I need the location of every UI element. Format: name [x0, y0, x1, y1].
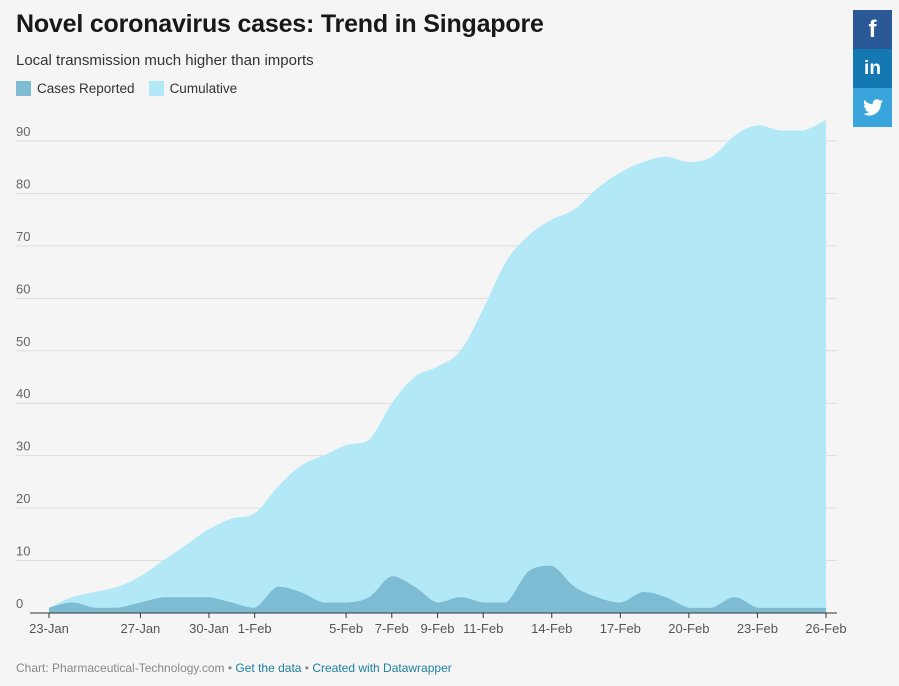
- footer-source: Chart: Pharmaceutical-Technology.com: [16, 661, 225, 675]
- x-tick-label: 27-Jan: [121, 621, 161, 636]
- x-tick-label: 9-Feb: [421, 621, 455, 636]
- chart-legend: Cases Reported Cumulative: [16, 81, 251, 96]
- x-tick-label: 14-Feb: [531, 621, 572, 636]
- get-the-data-link[interactable]: Get the data: [235, 661, 302, 675]
- x-tick-label: 23-Jan: [29, 621, 69, 636]
- y-tick-label: 50: [16, 334, 30, 349]
- twitter-share-button[interactable]: [853, 88, 892, 127]
- x-tick-label: 17-Feb: [600, 621, 641, 636]
- twitter-icon: [862, 99, 883, 116]
- legend-swatch-cases-reported: [16, 81, 31, 96]
- area-series-cumulative: [49, 120, 826, 614]
- area-series-cases-reported: [49, 565, 826, 613]
- x-tick-label: 7-Feb: [375, 621, 409, 636]
- x-tick-label: 23-Feb: [737, 621, 778, 636]
- y-tick-label: 10: [16, 544, 30, 559]
- y-tick-label: 30: [16, 439, 30, 454]
- facebook-share-button[interactable]: f: [853, 10, 892, 49]
- footer-separator: •: [301, 661, 313, 675]
- y-tick-label: 80: [16, 176, 30, 191]
- y-tick-label: 0: [16, 596, 23, 611]
- x-tick-label: 20-Feb: [668, 621, 709, 636]
- legend-label-cases-reported: Cases Reported: [37, 81, 135, 96]
- x-tick-label: 26-Feb: [805, 621, 846, 636]
- legend-item-cumulative: Cumulative: [148, 81, 238, 96]
- x-tick-label: 30-Jan: [189, 621, 229, 636]
- chart-subtitle: Local transmission much higher than impo…: [16, 52, 314, 69]
- footer-separator: •: [224, 661, 236, 675]
- y-tick-label: 60: [16, 281, 30, 296]
- x-tick-label: 11-Feb: [463, 621, 503, 636]
- legend-swatch-cumulative: [148, 81, 164, 96]
- legend-item-cases-reported: Cases Reported: [16, 81, 135, 96]
- facebook-icon: f: [868, 15, 877, 43]
- legend-label-cumulative: Cumulative: [169, 81, 238, 96]
- chart-footer: Chart: Pharmaceutical-Technology.com • G…: [16, 661, 452, 675]
- x-tick-label: 5-Feb: [329, 621, 363, 636]
- linkedin-share-button[interactable]: in: [853, 49, 892, 88]
- page-title: Novel coronavirus cases: Trend in Singap…: [16, 10, 544, 38]
- datawrapper-link[interactable]: Created with Datawrapper: [312, 661, 452, 675]
- y-tick-label: 90: [16, 124, 30, 139]
- y-tick-label: 40: [16, 386, 30, 401]
- y-tick-label: 70: [16, 229, 30, 244]
- y-tick-label: 20: [16, 491, 30, 506]
- share-bar: f in: [853, 10, 892, 127]
- x-tick-label: 1-Feb: [238, 621, 272, 636]
- linkedin-icon: in: [864, 57, 881, 79]
